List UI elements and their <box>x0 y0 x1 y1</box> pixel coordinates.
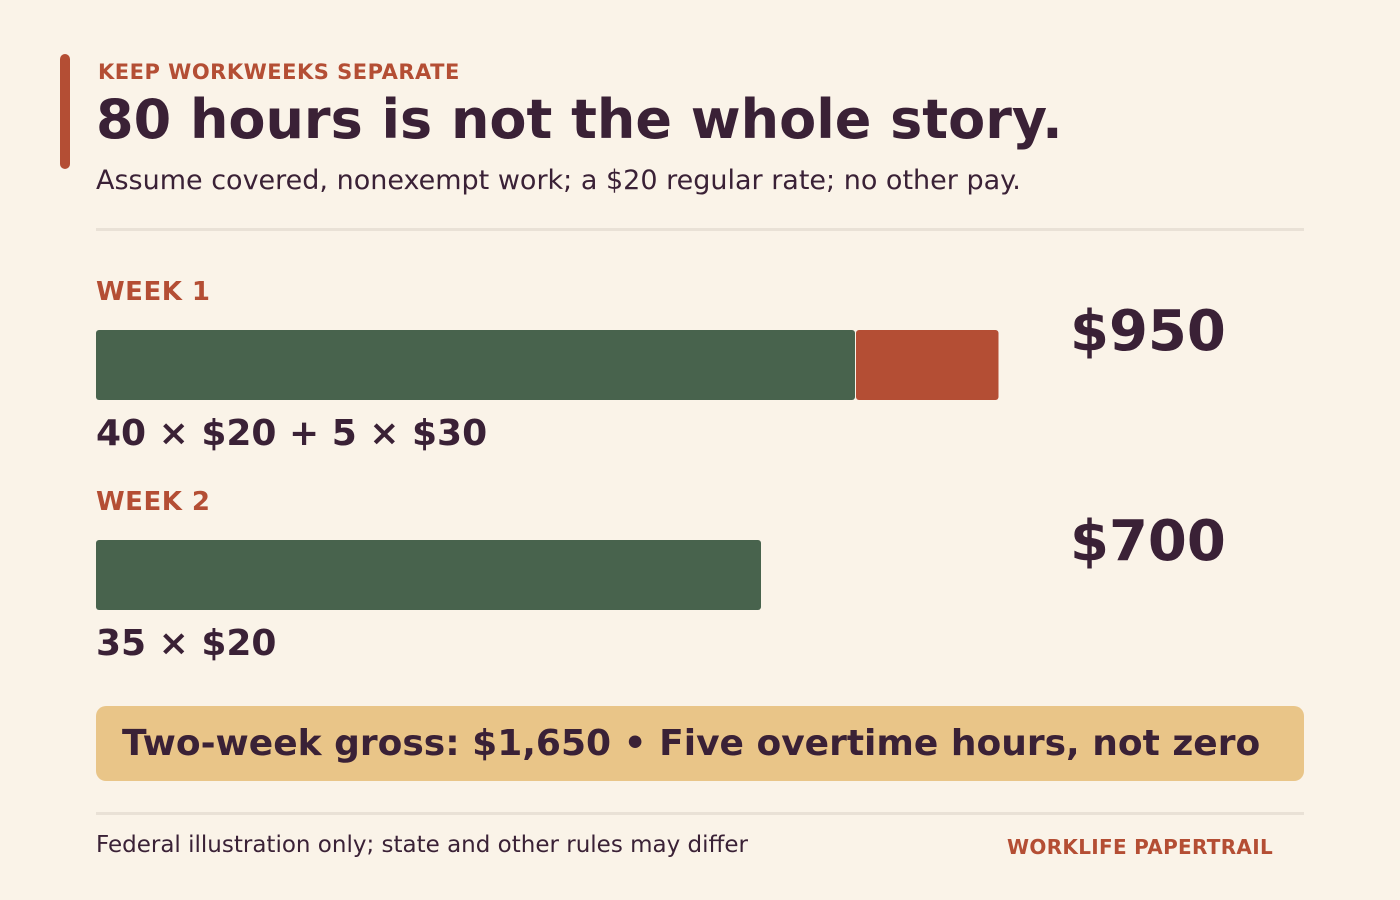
page-subtitle: Assume covered, nonexempt work; a $20 re… <box>96 165 1021 196</box>
summary-callout-text: Two-week gross: $1,650 • Five overtime h… <box>122 723 1261 764</box>
page-title: 80 hours is not the whole story. <box>96 88 1063 151</box>
brand-label: WORKLIFE PAPERTRAIL <box>1007 835 1273 859</box>
week-1-label: WEEK 1 <box>96 277 211 307</box>
eyebrow-label: KEEP WORKWEEKS SEPARATE <box>98 60 460 84</box>
top-divider <box>96 228 1304 231</box>
week-1-regular-bar <box>96 330 855 400</box>
week-1-overtime-bar <box>856 330 999 400</box>
week-1-formula: 40 × $20 + 5 × $30 <box>96 413 487 454</box>
footnote: Federal illustration only; state and oth… <box>96 832 748 858</box>
bottom-divider <box>96 812 1304 815</box>
summary-callout: Two-week gross: $1,650 • Five overtime h… <box>96 706 1304 781</box>
week-2-total: $700 <box>1070 509 1226 574</box>
week-2-regular-bar <box>96 540 761 610</box>
week-2-formula: 35 × $20 <box>96 623 276 664</box>
accent-bar <box>60 54 70 169</box>
week-2-label: WEEK 2 <box>96 487 211 517</box>
week-1-total: $950 <box>1070 299 1226 364</box>
